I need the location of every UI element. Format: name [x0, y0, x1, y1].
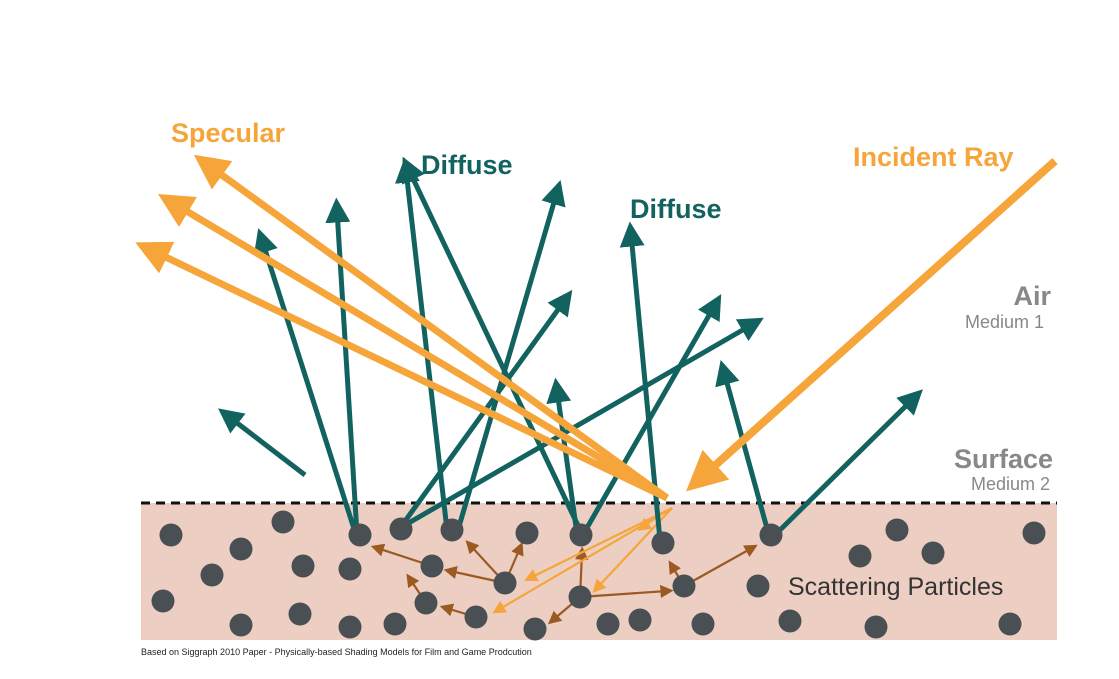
scattering-particle — [746, 574, 770, 598]
diffuse-ray — [715, 359, 771, 533]
diffuse-ray — [218, 408, 307, 477]
scattering-particle — [998, 612, 1022, 636]
diffuse-ray — [397, 289, 573, 530]
scattering-particle — [921, 541, 945, 565]
diffuse-ray — [394, 157, 450, 531]
scattering-particle — [271, 510, 295, 534]
scattering-particle — [778, 609, 802, 633]
scattering-particle — [159, 523, 183, 547]
scattering-particle — [229, 537, 253, 561]
scattering-particle — [151, 589, 175, 613]
scattering-particle — [672, 574, 696, 598]
scatter-arrow-internal — [683, 544, 758, 587]
scattering-particle — [493, 571, 517, 595]
scattering-particle — [691, 612, 715, 636]
scattering-particle — [848, 544, 872, 568]
diffuse-ray — [778, 389, 923, 532]
diffuse-label-right: Diffuse — [630, 194, 722, 224]
specular-label: Specular — [171, 118, 286, 148]
scattering-particle — [628, 608, 652, 632]
diffuse-ray — [253, 228, 358, 533]
scattering-particle — [1022, 521, 1046, 545]
scattering-particle — [440, 518, 464, 542]
diffuse-ray — [546, 377, 580, 535]
incident-ray — [686, 158, 1058, 492]
scattering-particles-label: Scattering Particles — [788, 573, 1004, 601]
scattering-particle — [864, 615, 888, 639]
diffuse-label-left: Diffuse — [421, 150, 513, 180]
scattering-particle — [291, 554, 315, 578]
scattering-particle — [569, 523, 593, 547]
diffuse-ray — [398, 317, 764, 531]
surface-label: Surface — [953, 444, 1053, 474]
scattering-particle — [568, 585, 592, 609]
scattering-particle — [759, 523, 783, 547]
scatter-arrow-internal — [579, 584, 674, 599]
scattering-particle — [348, 523, 372, 547]
air-label: Air — [1013, 281, 1051, 311]
scattering-particle — [414, 591, 438, 615]
source-caption: Based on Siggraph 2010 Paper - Physicall… — [141, 647, 532, 657]
scattering-particle — [288, 602, 312, 626]
specular-ray — [135, 241, 669, 502]
scattering-particle — [420, 554, 444, 578]
scattering-particle — [338, 615, 362, 639]
diffuse-ray — [402, 156, 585, 536]
diffuse-ray — [455, 180, 566, 531]
incident-ray-label: Incident Ray — [853, 142, 1014, 172]
scattering-particle — [515, 521, 539, 545]
specular-ray — [193, 154, 670, 501]
scattering-particle — [885, 518, 909, 542]
medium1-label: Medium 1 — [964, 312, 1044, 332]
scattering-particle — [651, 531, 675, 555]
scattering-particle — [338, 557, 362, 581]
scattering-particle — [200, 563, 224, 587]
scattering-particle — [229, 613, 253, 637]
specular-ray — [157, 194, 669, 502]
scattering-particle — [464, 605, 488, 629]
scattering-particle — [596, 612, 620, 636]
scattering-particle — [383, 612, 407, 636]
scattering-particle — [389, 517, 413, 541]
scattering-particle — [523, 617, 547, 641]
medium2-label: Medium 2 — [970, 474, 1050, 494]
